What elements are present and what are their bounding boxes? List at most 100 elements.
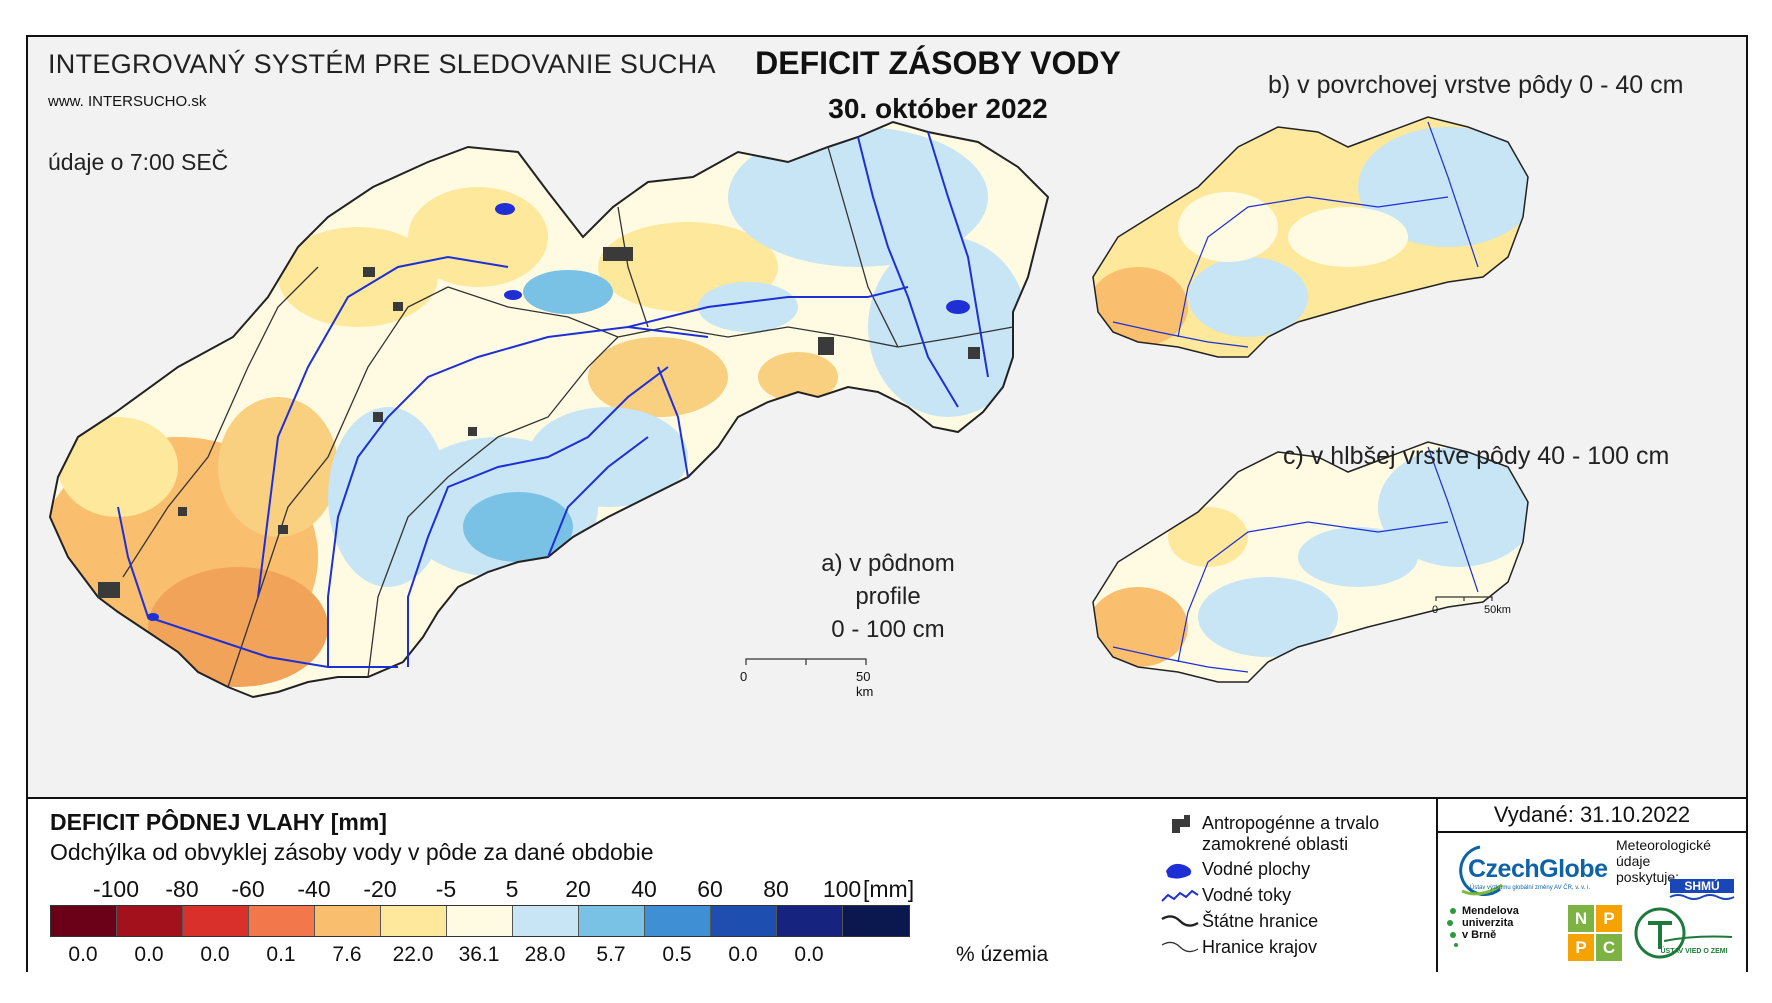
urban-areas [98, 247, 980, 598]
legend-swatch [51, 906, 117, 936]
scale-main-end: 50 km [856, 669, 874, 699]
url-prefix: www. [48, 93, 84, 110]
legend-pct-unit: % územia [956, 943, 1049, 966]
logos-box: CzechGlobe Ústav výzkumu globální změny … [1436, 833, 1746, 972]
map-c [1093, 442, 1528, 682]
legend-pct: 7.6 [332, 943, 362, 966]
legend-swatch [117, 906, 183, 936]
legend-swatch [843, 906, 909, 936]
legend-swatch [315, 906, 381, 936]
system-name: INTEGROVANÝ SYSTÉM PRE SLEDOVANIE SUCHA [48, 49, 716, 79]
data-time: údaje o 7:00 SEČ [48, 149, 229, 175]
legend-tick: 80 [763, 876, 789, 902]
legend-subtitle: Odchýlka od obvyklej zásoby vody v pôde … [50, 839, 654, 865]
map-frame: INTEGROVANÝ SYSTÉM PRE SLEDOVANIE SUCHA … [26, 35, 1748, 972]
mendelu-line3: v Brně [1462, 929, 1497, 941]
nppc-letter: P [1568, 934, 1594, 961]
meteo-provider-text: Meteorologické údaje poskytuje: [1616, 837, 1711, 885]
issued-box: Vydané: 31.10.2022 [1436, 799, 1746, 833]
czechglobe-tagline: Ústav výzkumu globální změny AV ČR, v. v… [1470, 885, 1591, 891]
issued-date: Vydané: 31.10.2022 [1493, 802, 1691, 827]
legend-pct: 5.7 [596, 943, 626, 966]
shmu-icon: SHMÚ [1669, 878, 1735, 900]
legend-tick: -5 [435, 876, 457, 902]
nppc-logo[interactable]: N P P C [1568, 905, 1622, 961]
symbol-row: Hranice krajov [1158, 937, 1448, 963]
main-map [49, 121, 1049, 698]
symbol-row: Štátne hranice [1158, 911, 1448, 937]
legend-tick: 5 [505, 876, 519, 902]
scale-bar-main [745, 658, 867, 665]
map-panel: INTEGROVANÝ SYSTÉM PRE SLEDOVANIE SUCHA … [28, 37, 1746, 797]
legend-pct: 0.1 [266, 943, 296, 966]
map-date: 30. október 2022 [828, 93, 1048, 124]
shmu-text: SHMÚ [1684, 878, 1719, 893]
legend-color-scale [50, 905, 910, 937]
scale-bar-small [1435, 596, 1493, 601]
region-border-icon [1161, 941, 1199, 953]
symbol-legend: Antropogénne a trvalo zamokrené oblasti V… [1158, 813, 1448, 963]
water-body-icon [1166, 863, 1192, 879]
legend-tick: -100 [92, 876, 140, 902]
legend-swatch [711, 906, 777, 936]
legend-percentages: 0.0 0.0 0.0 0.1 7.6 22.0 36.1 28.0 5.7 0… [50, 943, 1050, 967]
czechglobe-swoosh-icon [1459, 845, 1503, 897]
symbol-label: Antropogénne a trvalo zamokrené oblasti [1202, 813, 1379, 855]
symbol-label-line2: zamokrené oblasti [1202, 834, 1349, 854]
mendelu-line2: univerzita [1462, 917, 1514, 929]
meteo-line3: poskytuje: [1616, 869, 1680, 885]
state-border-icon [1161, 915, 1199, 927]
legend-pct: 36.1 [458, 943, 500, 966]
meteo-line2: údaje [1616, 853, 1651, 869]
meteo-line1: Meteorologické [1616, 837, 1711, 853]
legend-pct: 0.0 [794, 943, 824, 966]
legend-tick: 60 [697, 876, 723, 902]
symbol-label: Vodné toky [1202, 885, 1292, 905]
symbol-label: Vodné plochy [1202, 859, 1311, 879]
legend-swatch [249, 906, 315, 936]
map-b [1093, 117, 1528, 357]
legend-unit: [mm] [863, 876, 915, 902]
small-maps [1092, 116, 1529, 683]
legend-pct: 0.5 [662, 943, 692, 966]
czechglobe-name: CzechGlobe [1468, 855, 1608, 883]
legend-pct: 28.0 [524, 943, 566, 966]
legend-pct: 0.0 [200, 943, 230, 966]
legend-pct: 0.0 [134, 943, 164, 966]
legend-swatch [183, 906, 249, 936]
legend-bar: DEFICIT PÔDNEJ VLAHY [mm] Odchýlka od ob… [28, 797, 1746, 972]
legend-title: DEFICIT PÔDNEJ VLAHY [mm] [50, 809, 387, 835]
map-a-label-line1: a) v pôdnom profile [821, 550, 955, 610]
legend-swatch [579, 906, 645, 936]
mendelu-logo[interactable]: Mendelova univerzita v Brně [1447, 905, 1519, 947]
symbol-row: Vodné toky [1158, 885, 1448, 911]
uvz-logo[interactable]: ÚSTAV VIED O ZEMI [1634, 903, 1738, 963]
symbol-label: Hranice krajov [1202, 937, 1318, 957]
website-url[interactable]: www. INTERSUCHO.sk [48, 93, 206, 110]
uvz-text: ÚSTAV VIED O ZEMI [1660, 946, 1727, 955]
scale-small-end: 50km [1484, 604, 1511, 616]
water-bodies [147, 203, 970, 621]
legend-swatch [645, 906, 711, 936]
mendelu-line1: Mendelova [1462, 905, 1519, 917]
scale-main-zero: 0 [740, 669, 748, 684]
legend-tick: -60 [231, 876, 265, 902]
symbol-row: Vodné plochy [1158, 859, 1448, 885]
legend-tick: -80 [165, 876, 199, 902]
symbol-row: Antropogénne a trvalo zamokrené oblasti [1158, 813, 1448, 859]
map-a-label-line2: 0 - 100 cm [831, 616, 945, 643]
symbol-label: Štátne hranice [1202, 911, 1319, 931]
czechglobe-logo[interactable]: CzechGlobe Ústav výzkumu globální změny … [1450, 841, 1620, 899]
legend-tick: -20 [363, 876, 397, 902]
legend-ticks: -100 -80 -60 -40 -20 -5 5 20 40 60 80 10… [50, 876, 990, 902]
legend-tick: 40 [631, 876, 657, 902]
legend-swatch [777, 906, 843, 936]
nppc-letter: P [1596, 905, 1622, 932]
scale-small-zero: 0 [1432, 604, 1439, 616]
shmu-logo[interactable]: SHMÚ [1668, 873, 1736, 901]
url-main: INTERSUCHO.sk [88, 93, 207, 110]
map-c-label: c) v hlbšej vrstve pôdy 40 - 100 cm [1283, 442, 1670, 470]
urban-area-icon [1172, 815, 1190, 833]
legend-pct: 0.0 [68, 943, 98, 966]
map-a-label: a) v pôdnom profile 0 - 100 cm [788, 547, 988, 646]
